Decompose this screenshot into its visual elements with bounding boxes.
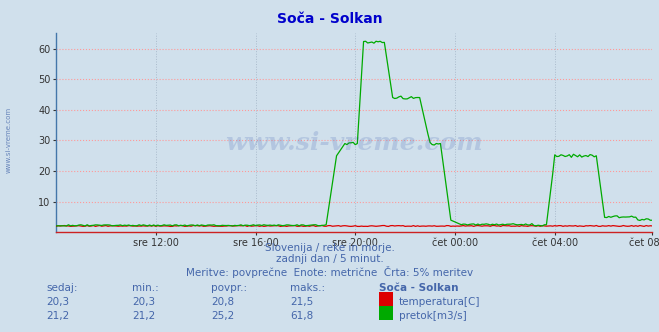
Text: Meritve: povprečne  Enote: metrične  Črta: 5% meritev: Meritve: povprečne Enote: metrične Črta:… <box>186 266 473 278</box>
Text: www.si-vreme.com: www.si-vreme.com <box>5 106 11 173</box>
Text: 20,8: 20,8 <box>211 297 234 307</box>
Text: 61,8: 61,8 <box>290 311 313 321</box>
Text: www.si-vreme.com: www.si-vreme.com <box>225 131 483 155</box>
Text: 21,5: 21,5 <box>290 297 313 307</box>
Text: zadnji dan / 5 minut.: zadnji dan / 5 minut. <box>275 254 384 264</box>
Text: Soča - Solkan: Soča - Solkan <box>277 12 382 26</box>
Text: Soča - Solkan: Soča - Solkan <box>379 283 459 293</box>
Text: 21,2: 21,2 <box>46 311 69 321</box>
Text: 20,3: 20,3 <box>46 297 69 307</box>
Text: 20,3: 20,3 <box>132 297 155 307</box>
Text: Slovenija / reke in morje.: Slovenija / reke in morje. <box>264 243 395 253</box>
Text: 21,2: 21,2 <box>132 311 155 321</box>
Text: maks.:: maks.: <box>290 283 325 293</box>
Text: min.:: min.: <box>132 283 159 293</box>
Text: pretok[m3/s]: pretok[m3/s] <box>399 311 467 321</box>
Text: povpr.:: povpr.: <box>211 283 247 293</box>
Text: temperatura[C]: temperatura[C] <box>399 297 480 307</box>
Text: 25,2: 25,2 <box>211 311 234 321</box>
Text: sedaj:: sedaj: <box>46 283 78 293</box>
